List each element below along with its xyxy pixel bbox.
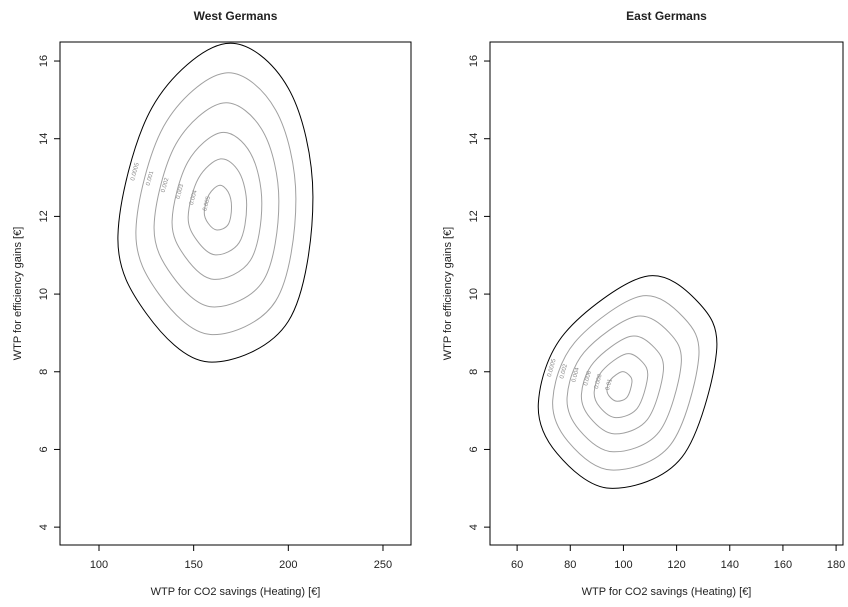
y-tick-label: 14 [38,133,50,145]
y-tick-label: 12 [38,210,50,222]
contour-line [593,353,649,419]
contour-line [606,371,633,402]
chart-title: West Germans [194,9,278,23]
x-tick-label: 120 [667,559,685,571]
y-axis-label: WTP for efficiency gains [€] [12,227,24,360]
y-tick-label: 8 [468,369,480,375]
contour-line [580,335,665,435]
y-tick-label: 16 [38,55,50,67]
x-tick-label: 80 [564,559,576,571]
x-tick-label: 140 [721,559,739,571]
contour-label: 0.004 [189,189,199,206]
chart-title: East Germans [626,9,707,23]
y-axis-label: WTP for efficiency gains [€] [442,227,454,360]
y-tick-label: 4 [468,524,480,530]
x-tick-label: 150 [184,559,202,571]
y-tick-label: 16 [468,55,480,67]
contour-line [203,184,233,231]
contour-label: 0.0005 [130,162,141,182]
contour-line [552,295,700,471]
contour-label: 0.004 [571,366,581,383]
plot-frame [59,41,412,546]
contour-line [187,158,248,256]
contour-label: 0.008 [594,373,604,390]
y-tick-label: 10 [468,288,480,300]
y-tick-label: 8 [38,369,50,375]
x-tick-label: 100 [614,559,632,571]
contour-label: 0.003 [176,183,186,200]
x-tick-label: 200 [279,559,297,571]
contour-line [171,131,263,280]
x-axis-label: WTP for CO2 savings (Heating) [€] [151,586,321,598]
x-tick-label: 100 [90,559,108,571]
y-tick-label: 4 [38,524,50,530]
contour-label: 0.005 [202,195,212,212]
contour-line [117,42,314,363]
plot-frame [489,41,844,546]
contour-label: 0.001 [146,170,156,187]
contour-label: 0.006 [583,370,593,387]
x-axis-label: WTP for CO2 savings (Heating) [€] [582,586,752,598]
y-tick-label: 6 [38,446,50,452]
contour-line [566,315,682,453]
contour-line [537,275,718,489]
contour-label: 0.002 [161,177,171,194]
contour-line [135,72,297,335]
x-tick-label: 250 [374,559,392,571]
y-tick-label: 6 [468,446,480,452]
contour-label: 0.002 [559,363,569,380]
x-tick-label: 160 [774,559,792,571]
y-tick-label: 14 [468,133,480,145]
y-tick-label: 10 [38,288,50,300]
x-tick-label: 60 [511,559,523,571]
contour-label: 0.01 [605,378,614,391]
contour-line [153,102,280,308]
contour-label: 0.0005 [547,358,558,378]
y-tick-label: 12 [468,210,480,222]
x-tick-label: 180 [827,559,845,571]
